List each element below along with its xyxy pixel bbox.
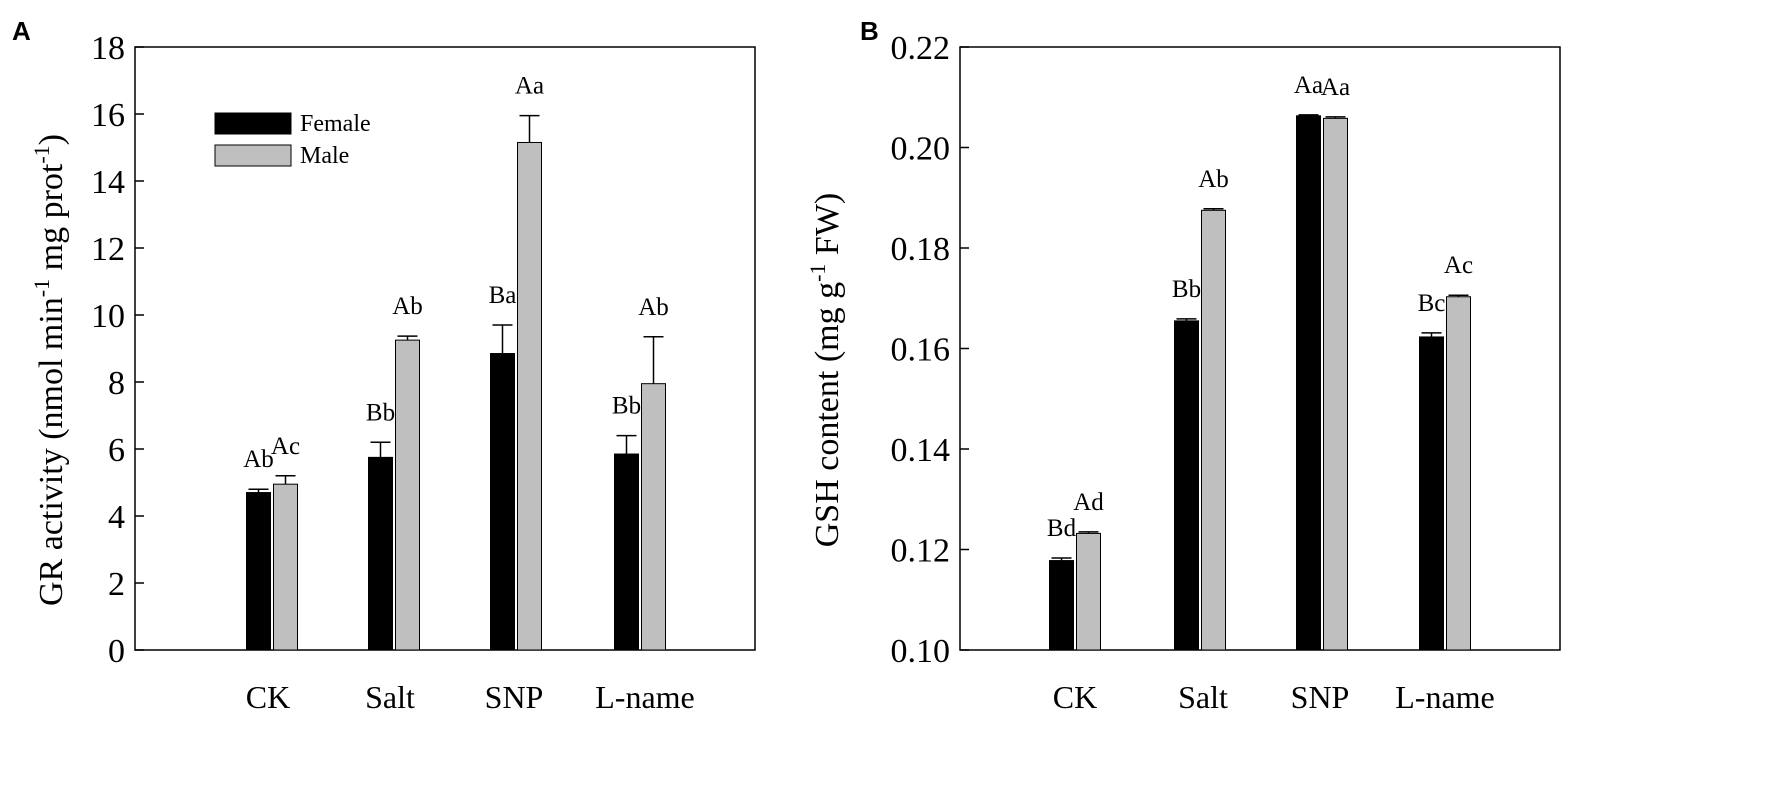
panel-b-category-label: Salt [1178, 679, 1228, 715]
panel-b-category-label: L-name [1395, 679, 1495, 715]
panel-b-ytick-label: 0.10 [891, 633, 951, 670]
panel-b-bar-male [1446, 296, 1471, 651]
panel-a-ytick-label: 4 [108, 499, 125, 536]
panel-b-bar-male [1076, 532, 1101, 651]
panel-a-ytick-label: 14 [91, 164, 125, 201]
panel-b-significance-label: Aa [1321, 74, 1350, 101]
panel-a-legend-swatch-female [214, 112, 292, 135]
panel-a-category-label: SNP [485, 679, 544, 715]
panel-b-ytick-label: 0.16 [891, 332, 951, 369]
panel-b-ytick-label: 0.22 [891, 30, 951, 67]
panel-b-bar-male [1201, 209, 1226, 651]
panel-b-significance-label: Aa [1294, 72, 1323, 99]
panel-b-bar-female [1296, 115, 1321, 651]
panel-a-ytick-label: 2 [108, 566, 125, 603]
panel-a-ytick-label: 16 [91, 97, 125, 134]
panel-a-bar-female [246, 492, 271, 651]
panel-b-ytick-label: 0.12 [891, 533, 951, 570]
panel-a-legend-label-female: Female [300, 111, 371, 137]
panel-a-plot-frame [134, 46, 756, 651]
panel-b-ytick-label: 0.18 [891, 231, 951, 268]
panel-a-legend-label-male: Male [300, 143, 349, 169]
panel-a-bar-female [368, 456, 393, 651]
panel-a-bar-male [395, 339, 420, 651]
panel-b: 0.10 0.12 0.14 0.16 0.18 0.20 0.22 CK Salt SNP L-n… [891, 30, 1561, 715]
panel-b-bar-female [1049, 560, 1074, 651]
panel-a-bar-male [641, 383, 666, 651]
panel-a-category-label: L-name [595, 679, 695, 715]
panel-a-category-label: CK [246, 679, 290, 715]
panel-b-category-label: CK [1053, 679, 1097, 715]
panel-a-ytick-label: 0 [108, 633, 125, 670]
panel-b-ylabel: GSH content (mg g-1 FW) [805, 193, 846, 548]
panel-a-ytick-label: 12 [91, 231, 125, 268]
panel-b-bar-female [1174, 320, 1199, 651]
panel-a-ylabel: GR activity (nmol min-1 mg prot-1) [29, 134, 70, 606]
panel-a-significance-label: Ab [638, 294, 669, 321]
panel-letter-b: B [860, 16, 879, 46]
panel-a-significance-label: Bb [612, 393, 641, 420]
panel-a-bar-female [490, 353, 515, 651]
panel-a-ytick-label: 18 [91, 30, 125, 67]
panel-b-significance-label: Bb [1172, 276, 1201, 303]
panel-b-significance-label: Ac [1444, 252, 1473, 279]
panel-b-ytick-label: 0.14 [891, 432, 951, 469]
panel-b-bar-female [1419, 336, 1444, 651]
panel-a-significance-label: Aa [515, 73, 544, 100]
panel-b-bar-male [1323, 117, 1348, 651]
panel-letter-a: A [12, 16, 31, 46]
panel-a-category-label: Salt [365, 679, 415, 715]
panel-a-significance-label: Ac [271, 433, 300, 460]
panel-a-ytick-label: 8 [108, 365, 125, 402]
panel-a-bar-male [517, 141, 542, 651]
panel-a-bar-male [273, 483, 298, 651]
panel-a-ytick-label: 6 [108, 432, 125, 469]
panel-a-bar-female [614, 453, 639, 651]
panel-a-significance-label: Ba [489, 282, 517, 309]
panel-a-significance-label: Bb [366, 399, 395, 426]
panel-a-ytick-label: 10 [91, 298, 125, 335]
panel-a-legend-swatch-male [214, 144, 292, 167]
panel-a: 0 2 4 6 8 10 12 14 16 18 CK Salt SNP L-name Ab Bb Ba Bb Ac… [91, 30, 756, 715]
panel-a-significance-label: Ab [243, 446, 274, 473]
panel-a-significance-label: Ab [392, 293, 423, 320]
panel-b-ytick-label: 0.20 [891, 131, 951, 168]
panel-b-significance-label: Bd [1047, 515, 1077, 542]
panel-b-category-label: SNP [1291, 679, 1350, 715]
panel-b-significance-label: Bc [1418, 290, 1446, 317]
panel-b-significance-label: Ab [1198, 166, 1229, 193]
panel-b-significance-label: Ad [1073, 489, 1104, 516]
